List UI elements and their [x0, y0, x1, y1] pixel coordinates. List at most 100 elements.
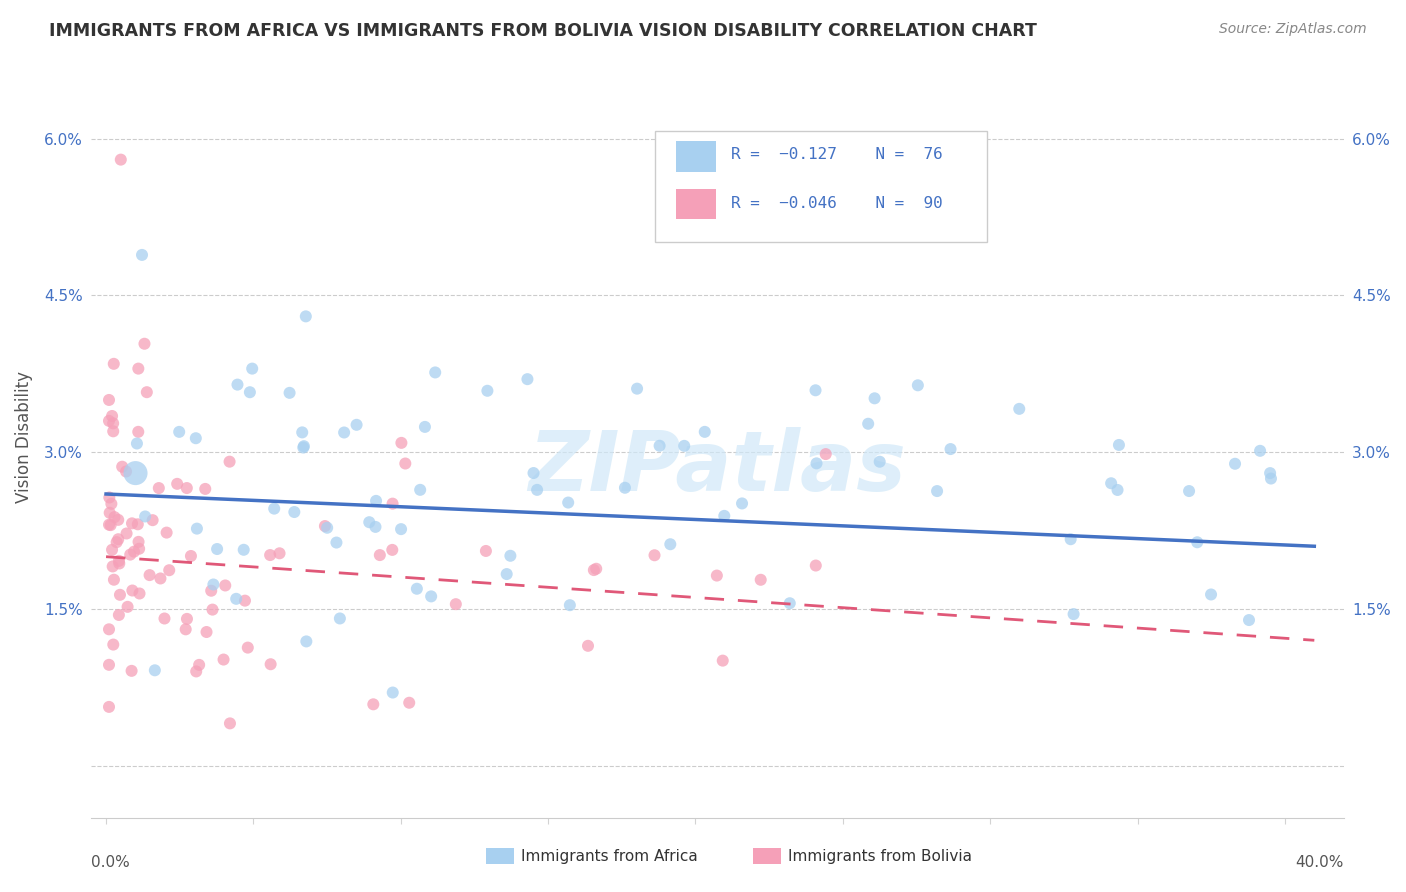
Point: [713, 508, 735, 523]
Point: [673, 439, 696, 453]
Point: [214, 578, 236, 592]
Point: [659, 537, 682, 551]
Point: [100, 497, 122, 511]
Point: [124, 466, 146, 480]
Point: [219, 716, 242, 731]
Point: [101, 417, 124, 431]
Point: [814, 447, 837, 461]
Point: [1199, 587, 1222, 601]
Point: [108, 557, 131, 571]
Point: [108, 554, 131, 568]
Point: [576, 639, 599, 653]
Point: [195, 625, 218, 640]
Point: [259, 657, 281, 672]
Point: [115, 465, 138, 479]
Bar: [676, 188, 716, 219]
Point: [381, 497, 404, 511]
Text: R =  −0.127    N =  76: R = −0.127 N = 76: [731, 147, 943, 161]
Point: [856, 417, 879, 431]
Point: [98, 623, 121, 637]
Point: [804, 384, 827, 398]
Point: [103, 573, 125, 587]
Point: [218, 455, 240, 469]
Point: [125, 436, 148, 450]
Point: [100, 518, 122, 533]
Point: [613, 481, 636, 495]
Point: [364, 520, 387, 534]
Point: [558, 598, 581, 612]
Point: [749, 573, 772, 587]
Point: [205, 541, 228, 556]
Point: [292, 441, 315, 455]
Text: R =  −0.046    N =  90: R = −0.046 N = 90: [731, 196, 943, 211]
Point: [711, 654, 734, 668]
Point: [475, 544, 498, 558]
Point: [225, 591, 247, 606]
Point: [108, 588, 131, 602]
Point: [107, 513, 129, 527]
Point: [120, 548, 142, 562]
Point: [149, 571, 172, 585]
Point: [316, 521, 339, 535]
Text: IMMIGRANTS FROM AFRICA VS IMMIGRANTS FROM BOLIVIA VISION DISABILITY CORRELATION : IMMIGRANTS FROM AFRICA VS IMMIGRANTS FRO…: [49, 22, 1038, 40]
Text: Immigrants from Africa: Immigrants from Africa: [520, 849, 697, 863]
Point: [291, 425, 314, 440]
Point: [346, 417, 368, 432]
Point: [176, 612, 198, 626]
Y-axis label: Vision Disability: Vision Disability: [15, 370, 32, 502]
Point: [516, 372, 538, 386]
Point: [226, 377, 249, 392]
Point: [1060, 533, 1083, 547]
Point: [240, 361, 263, 376]
Point: [582, 563, 605, 577]
Point: [98, 392, 121, 407]
Point: [259, 548, 281, 562]
Point: [101, 409, 124, 423]
Point: [325, 535, 347, 549]
Point: [925, 484, 948, 499]
Point: [212, 652, 235, 666]
Point: [585, 562, 607, 576]
Point: [98, 517, 121, 532]
Point: [103, 425, 125, 439]
Point: [398, 696, 420, 710]
Point: [283, 505, 305, 519]
Point: [156, 525, 179, 540]
Point: [176, 481, 198, 495]
Point: [232, 542, 254, 557]
Point: [522, 466, 544, 480]
Point: [167, 425, 190, 439]
Point: [110, 153, 132, 167]
Point: [644, 548, 666, 562]
Point: [127, 425, 149, 439]
Point: [101, 542, 124, 557]
Point: [907, 378, 929, 392]
Point: [557, 495, 579, 509]
Point: [1237, 613, 1260, 627]
Point: [292, 439, 315, 453]
Point: [1249, 443, 1271, 458]
Point: [121, 516, 143, 531]
Point: [201, 602, 224, 616]
Point: [1187, 535, 1209, 549]
Point: [1008, 401, 1031, 416]
Point: [236, 640, 259, 655]
Point: [127, 361, 149, 376]
Point: [166, 476, 188, 491]
Point: [1099, 476, 1122, 491]
Point: [200, 583, 222, 598]
Point: [98, 699, 121, 714]
Point: [495, 567, 517, 582]
Point: [103, 510, 125, 524]
Point: [359, 515, 381, 529]
Point: [233, 593, 256, 607]
Point: [939, 442, 962, 456]
Point: [101, 559, 124, 574]
Point: [1178, 483, 1201, 498]
Point: [121, 664, 143, 678]
Point: [111, 459, 134, 474]
Point: [295, 634, 318, 648]
Point: [526, 483, 548, 497]
Text: 40.0%: 40.0%: [1295, 855, 1344, 871]
Point: [329, 611, 352, 625]
